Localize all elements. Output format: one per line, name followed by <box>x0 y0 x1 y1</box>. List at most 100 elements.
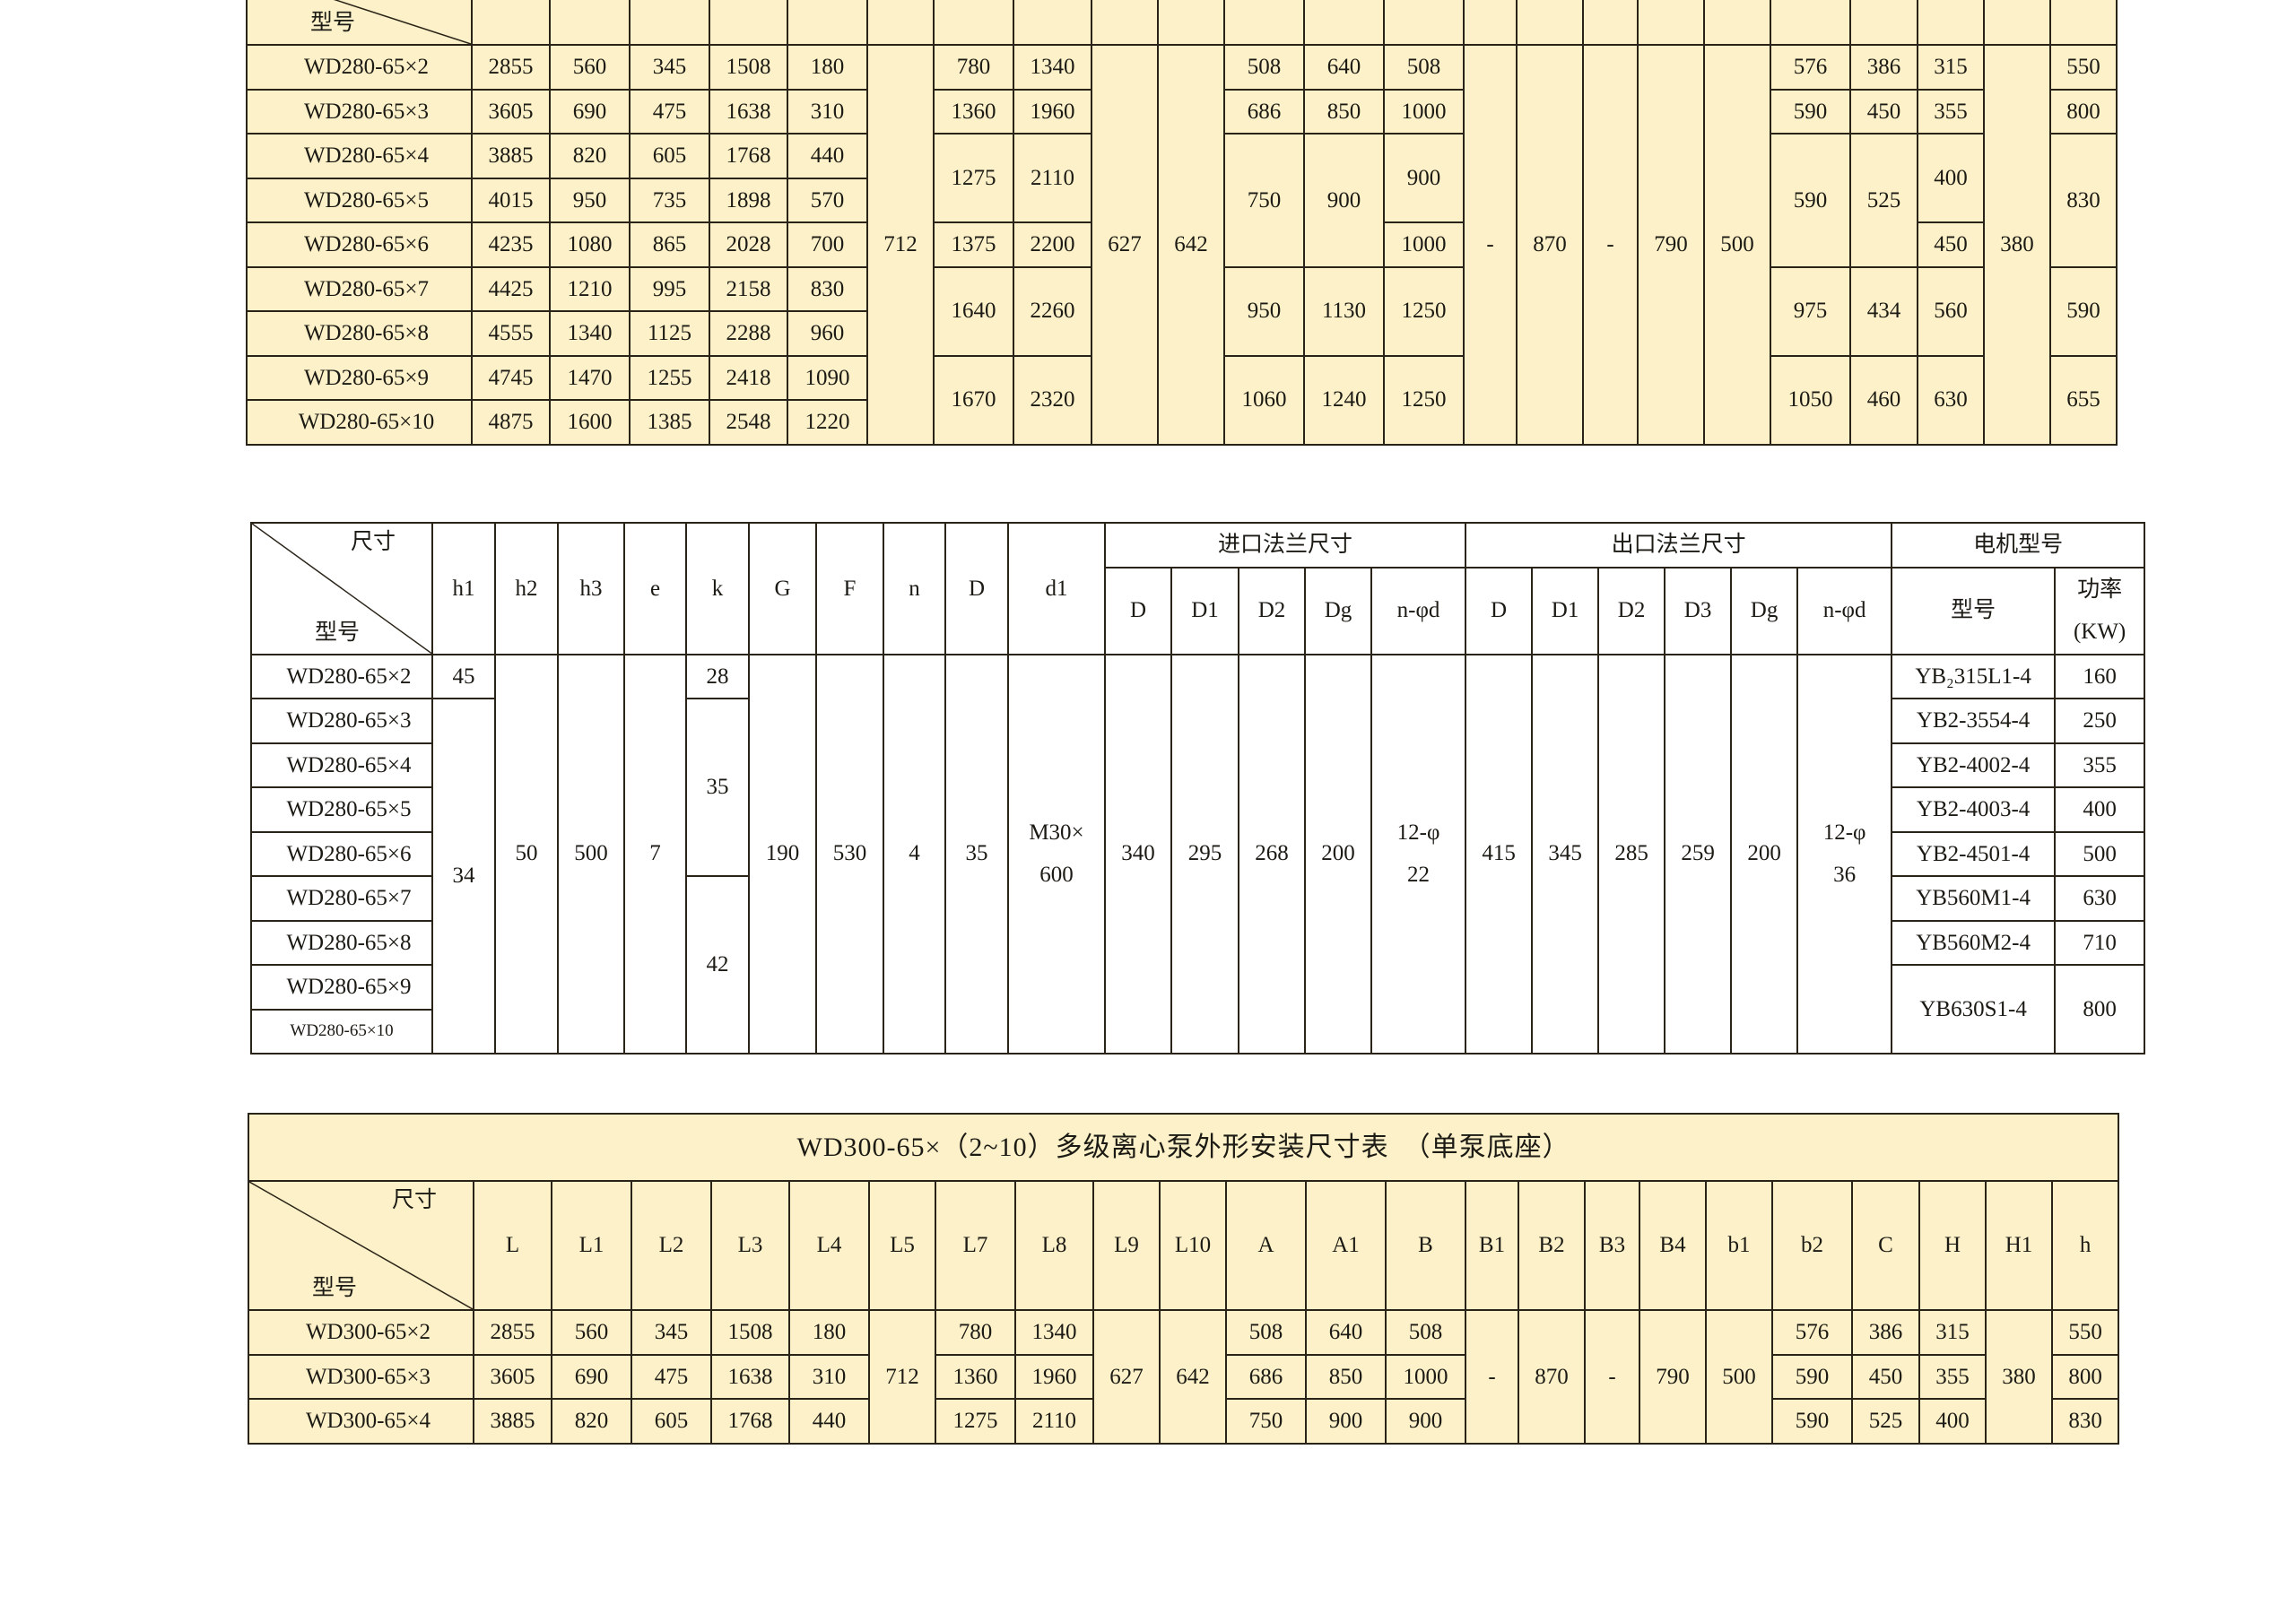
value-cell: 2288 <box>709 310 788 357</box>
value-cell: 525 <box>1849 133 1918 268</box>
value-cell: 1250 <box>1383 265 1465 357</box>
column-header: L2 <box>631 1180 712 1311</box>
value-cell: 508 <box>1385 1309 1466 1356</box>
value-cell: 345 <box>631 1309 712 1356</box>
value-cell: 655 <box>2049 354 2118 446</box>
value-cell: 1060 <box>1223 354 1305 446</box>
value-cell: 1340 <box>1014 1309 1094 1356</box>
column-header: k <box>685 522 750 655</box>
value-cell: 28 <box>685 653 750 699</box>
value-cell: 2158 <box>709 265 788 312</box>
value-cell: 415 <box>1465 653 1534 1055</box>
column-header: L <box>473 1180 552 1311</box>
corner-header: 尺寸 型号 <box>250 522 433 655</box>
value-cell: 2320 <box>1013 354 1092 446</box>
model-cell: WD280-65×5 <box>246 177 473 223</box>
value-cell: 4875 <box>471 399 551 446</box>
value-cell: 550 <box>2050 1309 2120 1356</box>
value-cell: 640 <box>1305 1309 1387 1356</box>
value-cell: 2110 <box>1014 1398 1094 1445</box>
column-header: 型号 <box>1891 566 2057 655</box>
value-cell: 1340 <box>1013 44 1092 91</box>
value-cell: 310 <box>787 88 868 135</box>
value-cell: 1255 <box>629 354 710 401</box>
header-row: 尺寸 型号 L L1 L2 L3 L4 L5 L7 L8 L9 L10 A A1 B B1 B2 B3 B4 b1 b2… <box>248 1180 2120 1311</box>
value-cell: 3885 <box>473 1398 552 1445</box>
value-cell: 870 <box>1516 44 1584 446</box>
column-header <box>1383 0 1465 46</box>
column-header <box>629 0 710 46</box>
model-cell: WD280-65×8 <box>250 919 433 966</box>
column-header: n <box>883 522 946 655</box>
value-cell: 590 <box>1771 1353 1853 1400</box>
column-header: 出口法兰尺寸 <box>1465 522 1893 568</box>
column-header: Dg <box>1304 566 1372 655</box>
value-cell: 1250 <box>1383 354 1465 446</box>
column-header: h3 <box>557 522 625 655</box>
value-cell: 345 <box>1531 653 1600 1055</box>
value-cell: 45 <box>431 653 496 699</box>
value-cell: 2855 <box>473 1309 552 1356</box>
value-cell: 295 <box>1170 653 1239 1055</box>
value-cell: YB2-4002-4 <box>1891 742 2057 788</box>
column-header: h <box>2050 1180 2120 1311</box>
value-cell: 500 <box>557 653 625 1055</box>
model-cell: WD280-65×9 <box>246 354 473 401</box>
column-header: h2 <box>494 522 559 655</box>
value-cell: 42 <box>685 875 750 1055</box>
model-cell: WD280-65×10 <box>246 399 473 446</box>
column-header <box>471 0 551 46</box>
value-cell: 642 <box>1159 1309 1227 1445</box>
model-cell: WD280-65×2 <box>246 44 473 91</box>
value-cell: 1768 <box>710 1398 790 1445</box>
column-header: L5 <box>868 1180 936 1311</box>
value-cell: 500 <box>2054 830 2146 877</box>
value-cell: 2260 <box>1013 265 1092 357</box>
value-cell: 2110 <box>1013 133 1092 223</box>
value-cell: 900 <box>1385 1398 1466 1445</box>
value-cell: 12-φ 22 <box>1370 653 1467 1055</box>
value-cell: 508 <box>1225 1309 1307 1356</box>
value-cell: 605 <box>629 133 710 179</box>
corner-header: 尺寸 型号 <box>248 1180 474 1311</box>
model-cell: WD280-65×10 <box>250 1008 433 1055</box>
column-header: G <box>748 522 817 655</box>
table-row: WD280-65×9 4745 1470 1255 2418 1090 1670 2320 10… <box>246 354 2118 446</box>
value-cell: 160 <box>2054 653 2146 699</box>
table-row: WD280-65×7 4425 1210 995 2158 830 1640 2260 950 1… <box>246 265 2118 357</box>
value-cell: 508 <box>1223 44 1305 91</box>
table-row: WD280-65×5 YB2-4003-4 400 <box>250 786 2146 833</box>
value-cell: YB560M1-4 <box>1891 875 2057 922</box>
value-cell: 1080 <box>549 221 631 268</box>
value-cell: 780 <box>933 44 1014 91</box>
value-cell: 3605 <box>471 88 551 135</box>
value-cell: M30× 600 <box>1007 653 1106 1055</box>
value-cell: 315 <box>1917 44 1985 91</box>
column-header: D <box>1104 566 1172 655</box>
value-cell: 180 <box>788 1309 870 1356</box>
model-cell: WD300-65×3 <box>248 1353 474 1400</box>
value-cell: - <box>1463 44 1518 446</box>
value-cell: 1275 <box>935 1398 1016 1445</box>
value-cell: 1210 <box>549 265 631 312</box>
value-cell: 508 <box>1383 44 1465 91</box>
value-cell: 590 <box>2049 265 2118 357</box>
value-cell: 450 <box>1849 88 1918 135</box>
value-cell: 4555 <box>471 310 551 357</box>
model-cell: WD280-65×7 <box>250 875 433 922</box>
value-cell: 259 <box>1664 653 1733 1055</box>
column-header: L9 <box>1092 1180 1161 1311</box>
value-cell: 900 <box>1303 133 1385 268</box>
column-header: L4 <box>788 1180 870 1311</box>
value-cell: 712 <box>868 1309 936 1445</box>
column-header: D1 <box>1531 566 1600 655</box>
value-cell: 400 <box>1917 133 1985 223</box>
value-cell: 1240 <box>1303 354 1385 446</box>
corner-label-dimension: 尺寸 <box>391 1188 437 1212</box>
table-row: WD280-65×10 4875 1600 1385 2548 1220 <box>246 399 2117 446</box>
value-cell: 525 <box>1851 1398 1920 1445</box>
column-header: 功率 (KW) <box>2054 566 2146 655</box>
model-cell: WD280-65×8 <box>246 310 473 357</box>
value-cell: 1638 <box>709 88 788 135</box>
value-cell: 1000 <box>1383 88 1465 135</box>
